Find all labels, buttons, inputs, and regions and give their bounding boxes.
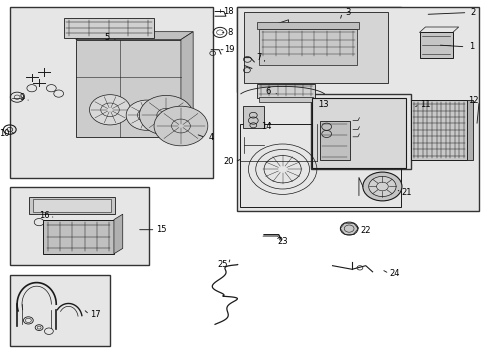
Text: 15: 15 [156, 225, 166, 234]
Polygon shape [181, 32, 193, 137]
Bar [29, 197, 115, 214]
Bar [43, 220, 114, 254]
Circle shape [368, 176, 395, 197]
Circle shape [340, 222, 357, 235]
Text: 10: 10 [0, 129, 9, 138]
Text: 24: 24 [389, 269, 400, 278]
Bar [310, 94, 410, 169]
Text: 13: 13 [318, 100, 328, 109]
Circle shape [154, 106, 207, 146]
Text: 20: 20 [223, 157, 234, 166]
Bar [320, 121, 349, 160]
Text: 18: 18 [223, 7, 234, 16]
Text: 12: 12 [467, 96, 478, 105]
Bar [10, 187, 149, 265]
Text: 16: 16 [39, 211, 49, 220]
Text: 21: 21 [401, 188, 411, 197]
Bar [256, 22, 359, 29]
Bar [419, 32, 452, 58]
Bar [259, 29, 356, 65]
Bar [63, 18, 154, 38]
Bar [76, 40, 181, 137]
Text: 7: 7 [256, 53, 261, 62]
Bar [237, 7, 400, 92]
Text: 17: 17 [90, 310, 101, 319]
Polygon shape [114, 214, 122, 254]
Bar [259, 97, 312, 102]
Bar [10, 275, 110, 346]
Text: 6: 6 [265, 87, 270, 96]
Bar [243, 106, 263, 128]
Text: 22: 22 [360, 226, 370, 235]
Bar [243, 12, 387, 83]
Text: 25: 25 [217, 260, 227, 269]
Text: 1: 1 [468, 42, 473, 51]
Polygon shape [76, 32, 193, 40]
Bar [256, 84, 315, 98]
Bar [466, 100, 472, 160]
Text: 4: 4 [208, 133, 213, 142]
Text: 11: 11 [419, 100, 430, 109]
Circle shape [139, 95, 193, 135]
Text: 8: 8 [227, 28, 232, 37]
Bar [239, 124, 400, 207]
Circle shape [362, 172, 401, 201]
Circle shape [89, 95, 130, 125]
Text: 14: 14 [261, 122, 271, 131]
Bar [10, 7, 212, 178]
Text: 9: 9 [20, 93, 24, 102]
Bar [311, 98, 405, 168]
Text: 2: 2 [470, 8, 475, 17]
Circle shape [126, 100, 167, 130]
Bar [410, 100, 466, 160]
Text: 3: 3 [345, 8, 350, 17]
Bar [33, 199, 111, 212]
Text: 19: 19 [223, 45, 234, 54]
Bar [237, 7, 478, 211]
Text: 5: 5 [104, 33, 109, 42]
Text: 23: 23 [277, 237, 287, 246]
